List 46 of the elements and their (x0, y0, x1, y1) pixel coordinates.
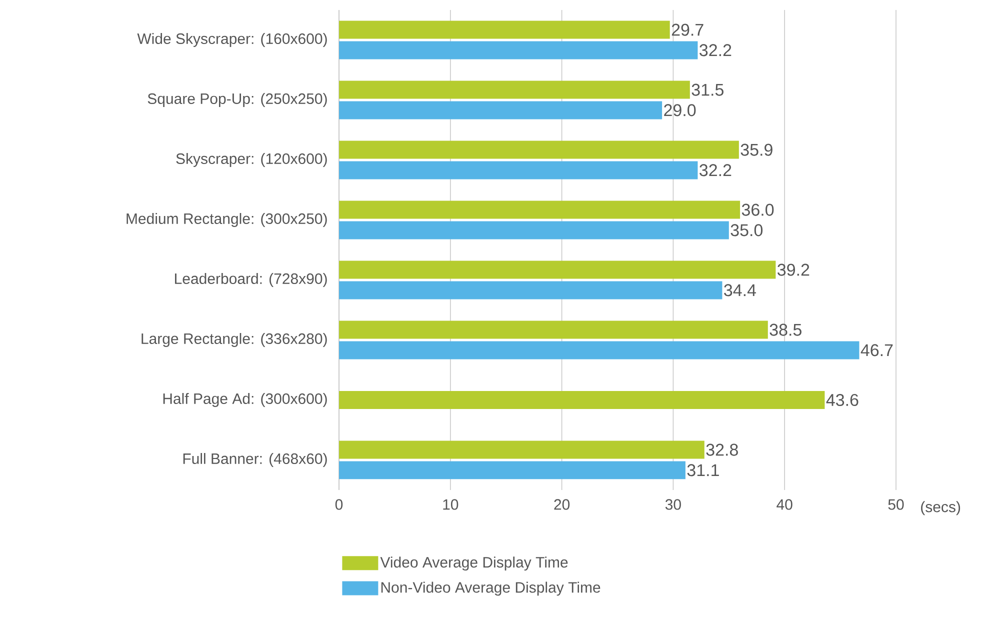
x-tick-label: 10 (443, 499, 458, 510)
y-tick-label: Skyscraper: (120x600) (176, 153, 327, 167)
bar (339, 20, 670, 39)
data-label: 31.5 (692, 84, 724, 96)
bar (339, 341, 860, 360)
x-tick-label: 20 (554, 499, 570, 510)
data-label: 32.8 (706, 444, 738, 456)
data-label: 43.6 (826, 394, 858, 406)
x-axis-title: (secs) (921, 501, 960, 516)
x-tick-label: 40 (776, 499, 792, 510)
bar (339, 161, 698, 180)
bar (339, 200, 740, 219)
bar (339, 281, 722, 300)
y-tick-label: Wide Skyscraper: (160x600) (137, 33, 327, 47)
y-tick-label: Full Banner: (468x60) (183, 453, 327, 467)
bar (339, 440, 704, 459)
bar (339, 41, 698, 60)
data-label: 35.9 (740, 144, 772, 156)
bar (339, 320, 768, 339)
bar (339, 221, 729, 240)
y-tick-label: Leaderboard: (728x90) (175, 273, 327, 287)
data-label: 32.2 (700, 164, 732, 176)
legend-label: Non-Video Average Display Time (381, 582, 600, 596)
data-label: 39.2 (778, 264, 810, 276)
data-label: 29.7 (672, 24, 704, 36)
bar (339, 461, 686, 480)
y-tick-label: Medium Rectangle: (300x250) (126, 213, 327, 227)
data-label: 31.1 (687, 464, 719, 476)
data-label: 34.4 (724, 284, 756, 296)
y-tick-label: Square Pop-Up: (250x250) (148, 93, 327, 107)
y-tick-label: Large Rectangle: (336x280) (142, 333, 327, 347)
x-tick-label: 30 (665, 499, 681, 510)
data-label: 46.7 (860, 344, 893, 356)
legend-label: Video Average Display Time (380, 556, 568, 571)
data-label: 29.0 (664, 104, 696, 116)
y-tick-label: Half Page Ad: (300x600) (163, 393, 327, 407)
data-label: 35.0 (730, 224, 763, 236)
data-label: 36.0 (742, 204, 774, 216)
x-tick-label: 0 (335, 499, 343, 510)
bar (339, 80, 690, 99)
x-tick-label: 50 (888, 499, 904, 510)
data-label: 32.2 (700, 44, 732, 56)
bar (339, 260, 776, 279)
bar (339, 140, 739, 159)
data-label: 38.5 (770, 324, 802, 336)
bar (339, 101, 662, 120)
